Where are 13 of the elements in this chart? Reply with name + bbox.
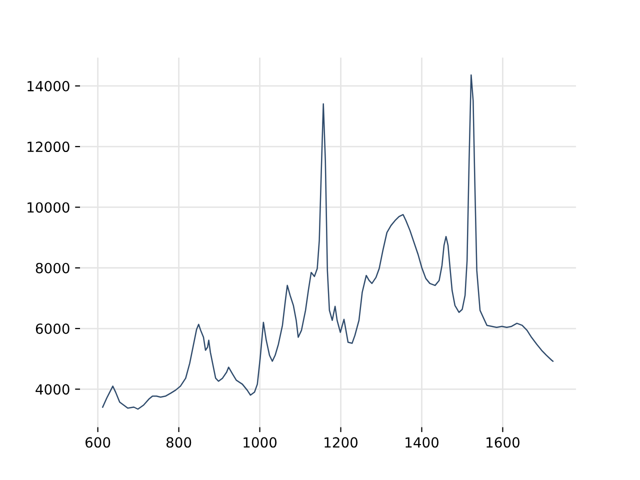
line-series: [102, 74, 554, 410]
x-tick-label: 1200: [324, 437, 358, 448]
y-tick-label: 10000: [28, 202, 70, 213]
y-tick-label: 14000: [28, 80, 70, 92]
x-tick-label: 1600: [486, 437, 520, 448]
x-tick-label: 1000: [244, 437, 277, 448]
x-tick-label: 600: [86, 437, 110, 448]
x-tick-label: 800: [166, 437, 192, 448]
x-tick-label: 1400: [406, 437, 438, 448]
y-tick-label: 4000: [36, 384, 70, 395]
y-tick-label: 8000: [36, 262, 70, 274]
y-tick-label: 12000: [28, 142, 70, 152]
y-tick-label: 6000: [36, 323, 70, 334]
